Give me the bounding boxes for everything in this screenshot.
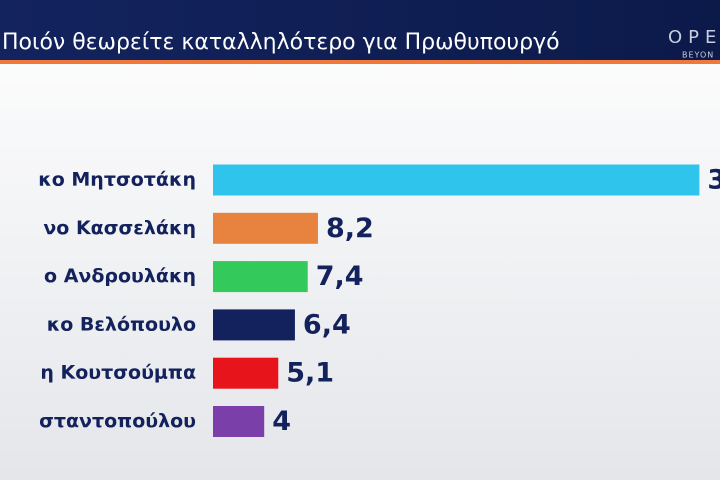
- brand-name: ΟΡΕ: [668, 27, 720, 48]
- bar: [213, 164, 700, 196]
- bar: [213, 406, 265, 437]
- banner-stripe: [0, 60, 720, 64]
- category-label: ο Ανδρουλάκη: [44, 265, 196, 287]
- value-label: 5,1: [286, 358, 334, 389]
- value-label: 8,2: [326, 213, 374, 244]
- category-label: κο Βελόπουλο: [47, 313, 196, 335]
- bar: [213, 309, 295, 341]
- bar: [213, 212, 318, 244]
- bar: [213, 261, 308, 293]
- brand-tagline: BEYON: [682, 51, 714, 60]
- category-label: σταντοπούλου: [39, 410, 196, 432]
- banner: [0, 0, 720, 62]
- value-label: 6,4: [303, 309, 351, 340]
- value-label: 3: [707, 165, 720, 196]
- bar: [213, 357, 279, 389]
- value-label: 7,4: [316, 261, 364, 292]
- category-label: νο Κασσελάκη: [43, 217, 196, 239]
- category-label: η Κουτσούμπα: [40, 362, 196, 384]
- value-label: 4: [272, 406, 291, 437]
- chart-title: Ποιόν θεωρείτε καταλληλότερο για Πρωθυπο…: [2, 30, 560, 55]
- category-label: κο Μητσοτάκη: [38, 169, 196, 191]
